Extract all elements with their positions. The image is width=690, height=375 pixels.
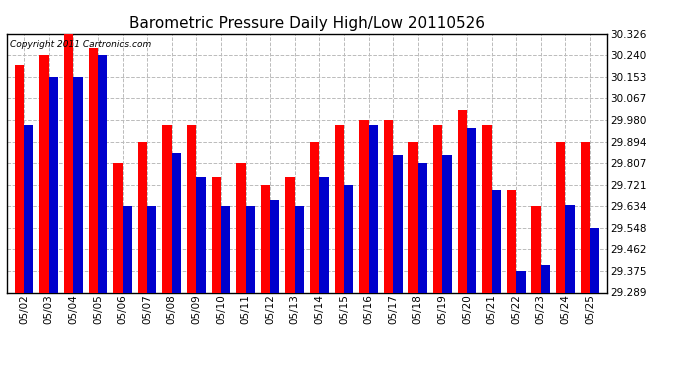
Bar	[457, 110, 467, 292]
Bar	[467, 128, 476, 292]
Bar	[344, 185, 353, 292]
Title: Barometric Pressure Daily High/Low 20110526: Barometric Pressure Daily High/Low 20110…	[129, 16, 485, 31]
Bar	[261, 185, 270, 292]
Bar	[507, 190, 516, 292]
Bar	[147, 206, 157, 292]
Bar	[88, 48, 98, 292]
Bar	[417, 163, 427, 292]
Bar	[384, 120, 393, 292]
Bar	[393, 155, 402, 292]
Bar	[541, 265, 550, 292]
Bar	[335, 125, 344, 292]
Bar	[580, 141, 590, 292]
Bar	[319, 177, 328, 292]
Bar	[482, 125, 491, 292]
Bar	[172, 153, 181, 292]
Bar	[113, 163, 123, 292]
Bar	[221, 206, 230, 292]
Bar	[246, 206, 255, 292]
Bar	[162, 125, 172, 292]
Bar	[270, 200, 279, 292]
Bar	[531, 206, 541, 292]
Bar	[295, 206, 304, 292]
Bar	[14, 65, 24, 292]
Bar	[236, 163, 246, 292]
Bar	[408, 141, 417, 292]
Bar	[368, 125, 378, 292]
Bar	[24, 125, 34, 292]
Bar	[286, 177, 295, 292]
Bar	[442, 155, 452, 292]
Bar	[64, 34, 73, 292]
Text: Copyright 2011 Cartronics.com: Copyright 2011 Cartronics.com	[10, 40, 151, 49]
Bar	[516, 271, 526, 292]
Bar	[310, 141, 319, 292]
Bar	[187, 125, 197, 292]
Bar	[98, 55, 107, 292]
Bar	[556, 141, 565, 292]
Bar	[197, 177, 206, 292]
Bar	[433, 125, 442, 292]
Bar	[491, 190, 501, 292]
Bar	[590, 228, 600, 292]
Bar	[73, 77, 83, 292]
Bar	[49, 77, 58, 292]
Bar	[359, 120, 368, 292]
Bar	[39, 55, 49, 292]
Bar	[123, 206, 132, 292]
Bar	[565, 205, 575, 292]
Bar	[212, 177, 221, 292]
Bar	[138, 141, 147, 292]
